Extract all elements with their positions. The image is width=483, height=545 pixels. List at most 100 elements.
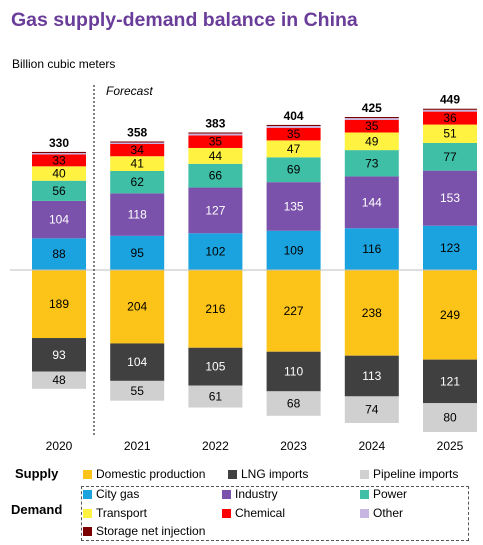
data-label-pipeline-imports-2020: 48 [52, 373, 66, 387]
data-label-domestic-production-2021: 204 [127, 300, 147, 314]
chart-title: Gas supply-demand balance in China [11, 9, 358, 31]
data-label-city-gas-2021: 95 [131, 246, 145, 260]
data-label-domestic-production-2023: 227 [284, 304, 304, 318]
demand-legend-box [81, 486, 469, 541]
units-label: Billion cubic meters [12, 57, 116, 71]
legend-item-lng-imports: LNG imports [228, 467, 308, 481]
legend-item-pipeline-imports: Pipeline imports [360, 467, 458, 481]
bar-pipeline-imports-2021 [110, 380, 165, 401]
data-label-lng-imports-2020: 93 [52, 348, 66, 362]
total-label-2024: 425 [362, 101, 382, 115]
bar-lng-imports-2023 [266, 351, 321, 392]
legend-item-power: Power [360, 487, 407, 501]
bar-industry-2020 [32, 200, 86, 239]
data-label-lng-imports-2025: 121 [440, 374, 460, 388]
bar-other-2022 [188, 133, 243, 136]
data-label-transport-2024: 49 [365, 134, 379, 148]
data-label-chemical-2025: 36 [443, 111, 457, 125]
legend-supply-label: Supply [15, 466, 59, 481]
bar-city-gas-2021 [110, 235, 165, 270]
data-label-domestic-production-2022: 216 [205, 302, 225, 316]
bar-pipeline-imports-2023 [266, 391, 321, 416]
x-tick-label-2020: 2020 [46, 439, 73, 453]
bar-pipeline-imports-2020 [32, 371, 86, 389]
legend-swatch-power [360, 490, 369, 499]
bar-city-gas-2025 [423, 225, 477, 270]
bar-industry-2024 [344, 176, 399, 229]
data-label-industry-2023: 135 [284, 199, 304, 213]
bar-domestic-production-2021 [110, 270, 165, 344]
bar-storage-net-injection-2022 [188, 132, 243, 134]
legend-item-storage-net-injection: Storage net injection [83, 524, 205, 538]
bar-lng-imports-2021 [110, 343, 165, 381]
data-label-transport-2021: 41 [131, 157, 145, 171]
data-label-transport-2022: 44 [209, 149, 223, 163]
data-label-city-gas-2025: 123 [440, 241, 460, 255]
data-label-city-gas-2024: 116 [362, 242, 381, 256]
bar-transport-2020 [32, 166, 86, 181]
data-label-industry-2021: 118 [128, 208, 147, 222]
legend-swatch-storage-net-injection [83, 527, 92, 536]
legend-swatch-industry [222, 490, 231, 499]
bar-industry-2023 [266, 182, 321, 231]
bar-domestic-production-2024 [344, 270, 399, 356]
bar-transport-2022 [188, 147, 243, 164]
data-label-lng-imports-2022: 105 [205, 360, 225, 374]
data-label-chemical-2021: 34 [131, 143, 145, 157]
bar-industry-2021 [110, 193, 165, 236]
legend-item-chemical: Chemical [222, 506, 285, 520]
data-label-chemical-2022: 35 [209, 135, 223, 149]
data-label-pipeline-imports-2022: 61 [209, 390, 223, 404]
bar-other-2025 [423, 109, 477, 112]
bar-power-2022 [188, 163, 243, 188]
total-label-2023: 404 [284, 109, 304, 123]
x-tick-label-2023: 2023 [280, 439, 307, 453]
data-label-power-2024: 73 [365, 156, 379, 170]
total-label-2025: 449 [440, 93, 460, 107]
bar-power-2020 [32, 180, 86, 201]
legend-swatch-chemical [222, 509, 231, 518]
legend-swatch-domestic-production [83, 470, 92, 479]
data-label-pipeline-imports-2025: 80 [443, 411, 457, 425]
legend-demand-label: Demand [11, 502, 63, 517]
bar-other-2020 [32, 153, 86, 155]
bar-other-2024 [344, 118, 399, 120]
bar-lng-imports-2025 [423, 359, 477, 404]
forecast-label: Forecast [106, 84, 153, 98]
bar-storage-net-injection-2023 [266, 124, 321, 126]
bar-domestic-production-2023 [266, 270, 321, 352]
data-label-lng-imports-2024: 113 [362, 369, 381, 383]
data-label-industry-2025: 153 [440, 191, 460, 205]
bar-city-gas-2024 [344, 228, 399, 270]
data-label-lng-imports-2023: 110 [284, 365, 303, 379]
x-tick-label-2025: 2025 [437, 439, 464, 453]
bar-storage-net-injection-2020 [32, 151, 86, 153]
bar-chemical-2021 [110, 144, 165, 157]
total-label-2021: 358 [127, 125, 147, 139]
legend-item-domestic-production: Domestic production [83, 467, 205, 481]
bar-power-2021 [110, 171, 165, 194]
data-label-chemical-2024: 35 [365, 119, 379, 133]
bar-chemical-2025 [423, 111, 477, 125]
legend-item-other: Other [360, 506, 403, 520]
x-tick-label-2021: 2021 [124, 439, 151, 453]
data-label-pipeline-imports-2024: 74 [365, 403, 379, 417]
bar-power-2025 [423, 142, 477, 171]
data-label-power-2025: 77 [443, 150, 457, 164]
data-label-transport-2025: 51 [443, 127, 457, 141]
bar-pipeline-imports-2024 [344, 396, 399, 423]
total-label-2022: 383 [205, 116, 225, 130]
legend-item-industry: Industry [222, 487, 278, 501]
bar-storage-net-injection-2025 [423, 108, 477, 110]
bar-pipeline-imports-2025 [423, 403, 477, 432]
bar-chemical-2024 [344, 119, 399, 133]
bar-transport-2024 [344, 132, 399, 151]
bar-city-gas-2020 [32, 238, 86, 270]
legend-swatch-city-gas [83, 490, 92, 499]
data-label-industry-2024: 144 [362, 195, 382, 209]
bar-transport-2023 [266, 140, 321, 158]
data-label-power-2021: 62 [131, 175, 145, 189]
bar-domestic-production-2022 [188, 270, 243, 348]
x-tick-label-2022: 2022 [202, 439, 229, 453]
